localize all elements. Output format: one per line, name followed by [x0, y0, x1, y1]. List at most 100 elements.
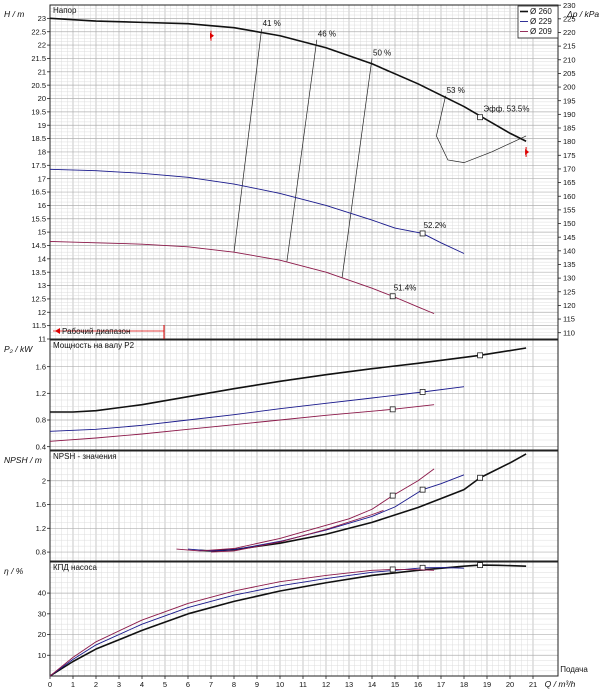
right-axis-tick-label: 145: [563, 233, 576, 242]
x-tick-label: 18: [460, 680, 468, 689]
x-tick-label: 0: [48, 680, 52, 689]
head-ytick-label: 11.5: [32, 321, 46, 330]
power-ytick-label: 1.2: [36, 389, 46, 398]
right-axis-tick-label: 220: [563, 28, 576, 37]
x-tick-label: 9: [255, 680, 259, 689]
x-tick-label: 1: [71, 680, 75, 689]
power-title: Мощность на валу P2: [53, 341, 135, 350]
frame-layer: [47, 4, 561, 679]
curve-annotation: Эфф. 53.5%: [483, 105, 529, 114]
head-ytick-label: 21.5: [31, 54, 46, 63]
power-series-marker: [419, 389, 426, 395]
power-ylabel: P₂ / kW: [4, 344, 33, 354]
x-tick-label: 13: [345, 680, 353, 689]
head-series-marker: [389, 293, 396, 300]
head-ytick-label: 20.5: [31, 81, 46, 90]
npsh-ytick-label: 0.8: [36, 548, 46, 557]
grid-layer: [49, 4, 558, 677]
head-title: Напор: [53, 6, 77, 15]
efficiency-ytick-label: 30: [38, 609, 46, 618]
npsh-ytick-label: 2: [42, 476, 46, 485]
head-series-line: [49, 241, 435, 315]
power-ytick-label: 0.4: [36, 442, 46, 451]
head-series-marker: [477, 114, 484, 121]
head-ytick-label: 23: [38, 14, 46, 23]
head-ytick-label: 13.5: [31, 268, 46, 277]
x-tick-label: 8: [232, 680, 236, 689]
x-tick-label: 15: [391, 680, 399, 689]
x-tick-label: 11: [299, 680, 307, 689]
x-tick-label: 12: [322, 680, 330, 689]
legend-entry: Ø 209: [530, 27, 552, 36]
right-axis-tick-label: 170: [563, 165, 576, 174]
head-ytick-label: 16: [38, 201, 46, 210]
efficiency-series-marker: [389, 566, 396, 573]
right-axis-tick-label: 140: [563, 246, 576, 255]
npsh-ytick-label: 1.6: [36, 500, 46, 509]
text-layer: 1111.51212.51313.51414.51515.51616.51717…: [4, 1, 599, 689]
right-axis-tick-label: 210: [563, 55, 576, 64]
legend-entry: Ø 260: [530, 7, 552, 16]
head-ytick-label: 16.5: [31, 188, 46, 197]
curve-annotation: 50 %: [373, 48, 391, 57]
efficiency-title: КПД насоса: [53, 563, 97, 572]
x-axis-label: Q / m³/h: [545, 679, 576, 689]
npsh-ylabel: NPSH / m: [4, 455, 42, 465]
head-ytick-label: 19.5: [31, 107, 46, 116]
right-axis-tick-label: 110: [563, 328, 575, 337]
head-ytick-label: 18: [38, 148, 46, 157]
right-axis-tick-label: 230: [563, 1, 576, 10]
efficiency-series-line: [49, 564, 527, 677]
efficiency-ylabel: η / %: [4, 566, 24, 576]
right-axis-tick-label: 190: [563, 110, 576, 119]
npsh-series-marker: [419, 486, 426, 493]
right-axis-tick-label: 200: [563, 83, 576, 92]
head-ytick-label: 17: [38, 174, 46, 183]
x-tick-label: 21: [529, 680, 537, 689]
npsh-series-line: [187, 474, 465, 552]
head-series-line: [49, 168, 465, 254]
efficiency-series-marker: [477, 562, 484, 569]
head-ylabel: H / m: [4, 9, 24, 19]
npsh-series-line: [210, 510, 384, 553]
x-tick-label: 17: [437, 680, 445, 689]
head-ytick-label: 15.5: [31, 214, 46, 223]
head-series-marker: [419, 230, 426, 237]
right-axis-tick-label: 215: [563, 42, 576, 51]
curve-annotation: 46 %: [318, 30, 336, 39]
efficiency-ytick-label: 40: [38, 589, 46, 598]
right-axis-tick-label: 160: [563, 192, 576, 201]
power-series-line: [50, 347, 527, 413]
right-axis-tick-label: 205: [563, 69, 576, 78]
efficiency-series-marker: [419, 564, 426, 571]
x-tick-label: 16: [414, 680, 422, 689]
efficiency-ytick-label: 10: [38, 651, 46, 660]
right-axis-tick-label: 150: [563, 219, 576, 228]
legend-entry: Ø 229: [530, 17, 552, 26]
efficiency-series-line: [49, 569, 435, 677]
x-tick-label: 5: [163, 680, 167, 689]
x-tick-label: 4: [140, 680, 144, 689]
series-layer: [49, 10, 528, 677]
right-axis-tick-label: 165: [563, 178, 576, 187]
right-axis-tick-label: 175: [563, 151, 576, 160]
range-marker-arrow-icon: [525, 148, 530, 155]
npsh-frame: [49, 450, 559, 562]
npsh-series-marker: [477, 474, 484, 481]
iso-efficiency-line: [436, 95, 527, 164]
x-tick-label: 20: [506, 680, 514, 689]
x-tick-label: 2: [94, 680, 98, 689]
head-ytick-label: 11: [38, 335, 46, 344]
x-tick-label: 3: [117, 680, 121, 689]
iso-efficiency-line: [341, 58, 373, 278]
npsh-series-marker: [389, 492, 396, 499]
head-ytick-label: 21: [38, 67, 46, 76]
range-label: Рабочий диапазон: [62, 327, 130, 336]
head-ytick-label: 17.5: [31, 161, 46, 170]
range-marker-arrow-icon: [210, 32, 214, 39]
power-series-marker: [389, 406, 396, 413]
range-arrow-icon: [55, 328, 60, 334]
x-tick-label: 6: [186, 680, 190, 689]
head-ytick-label: 12: [38, 308, 46, 317]
power-ytick-label: 1.6: [36, 362, 46, 371]
